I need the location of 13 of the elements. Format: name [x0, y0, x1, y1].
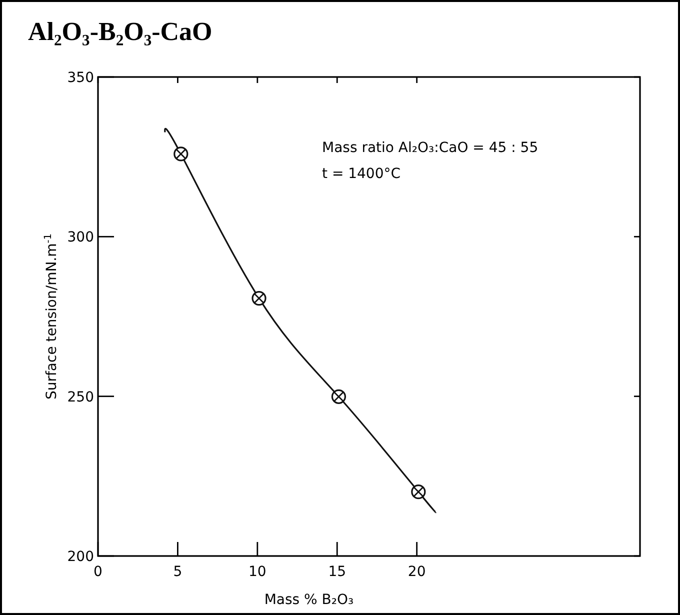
- y-tick-label: 350: [67, 70, 94, 86]
- x-tick-label: 10: [248, 564, 266, 580]
- x-axis-title: Mass % B₂O₃: [264, 592, 354, 608]
- y-tick-label: 300: [67, 230, 94, 246]
- x-tick-label: 15: [328, 564, 346, 580]
- chart-title: Al₂O₃-B₂O₃-CaO: [28, 17, 212, 46]
- x-tick-label: 20: [408, 564, 426, 580]
- y-tick-label: 250: [67, 389, 94, 406]
- annotation: t = 1400°C: [322, 166, 401, 182]
- y-tick-label: 200: [67, 549, 94, 565]
- x-tick-label: 5: [173, 564, 182, 580]
- annotation: Mass ratio Al₂O₃:CaO = 45 : 55: [322, 140, 538, 156]
- x-tick-label: 0: [94, 564, 102, 580]
